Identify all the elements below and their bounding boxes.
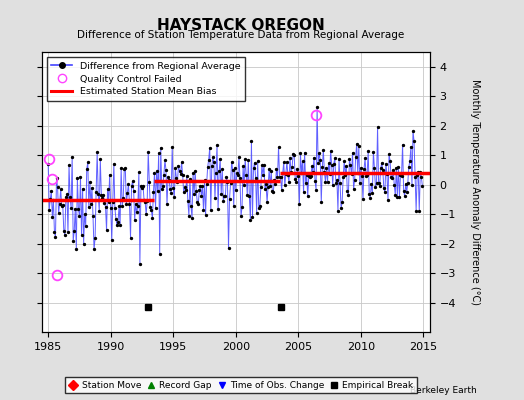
Y-axis label: Monthly Temperature Anomaly Difference (°C): Monthly Temperature Anomaly Difference (… bbox=[470, 79, 480, 305]
Legend: Difference from Regional Average, Quality Control Failed, Estimated Station Mean: Difference from Regional Average, Qualit… bbox=[47, 57, 245, 101]
Text: Difference of Station Temperature Data from Regional Average: Difference of Station Temperature Data f… bbox=[78, 30, 405, 40]
Text: Berkeley Earth: Berkeley Earth bbox=[410, 386, 477, 395]
Text: HAYSTACK OREGON: HAYSTACK OREGON bbox=[157, 18, 325, 33]
Legend: Station Move, Record Gap, Time of Obs. Change, Empirical Break: Station Move, Record Gap, Time of Obs. C… bbox=[66, 377, 417, 394]
